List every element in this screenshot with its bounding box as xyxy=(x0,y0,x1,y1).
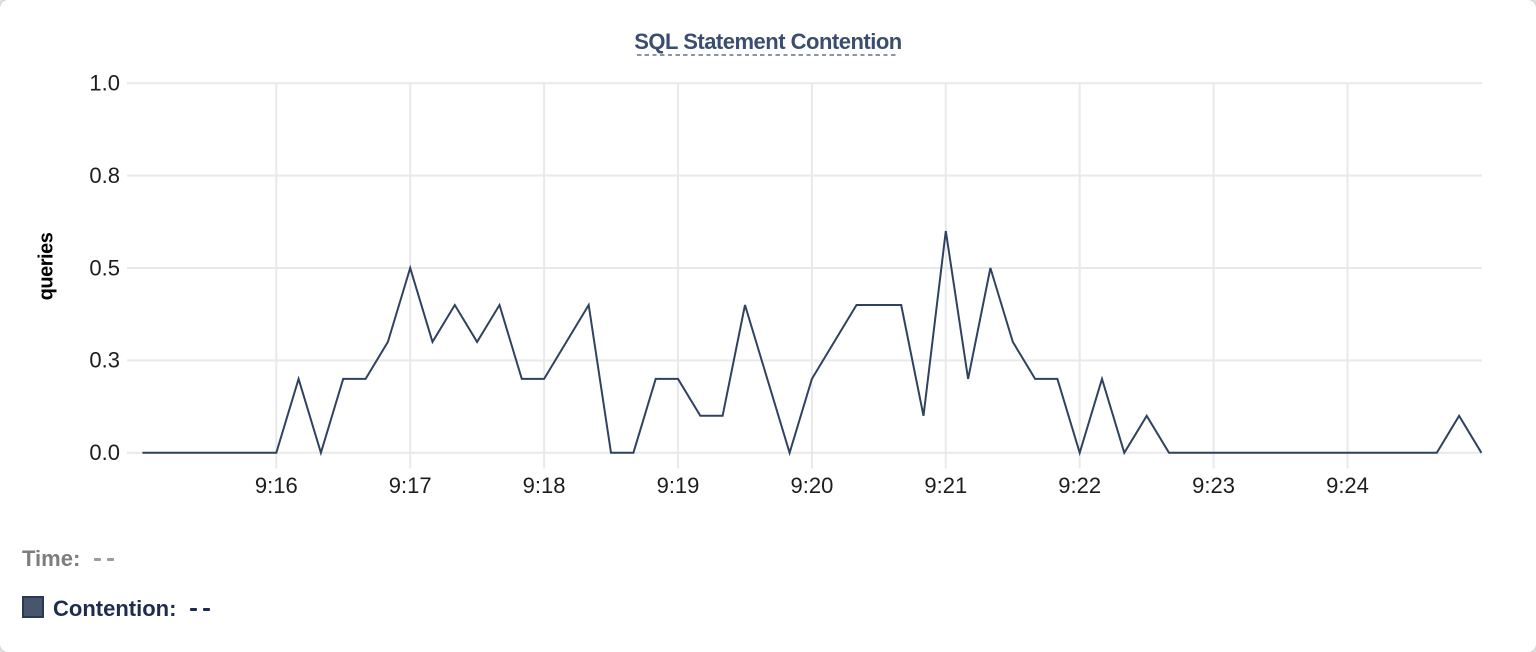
svg-text:9:17: 9:17 xyxy=(389,473,432,498)
svg-text:9:21: 9:21 xyxy=(924,473,967,498)
svg-text:9:22: 9:22 xyxy=(1058,473,1101,498)
svg-text:9:20: 9:20 xyxy=(790,473,833,498)
svg-text:1.0: 1.0 xyxy=(89,71,120,96)
svg-text:9:24: 9:24 xyxy=(1326,473,1369,498)
svg-text:9:23: 9:23 xyxy=(1192,473,1235,498)
svg-text:0.3: 0.3 xyxy=(89,348,120,373)
svg-text:queries: queries xyxy=(36,232,58,300)
svg-text:9:19: 9:19 xyxy=(657,473,700,498)
svg-text:0.8: 0.8 xyxy=(89,163,120,188)
svg-text:9:18: 9:18 xyxy=(523,473,566,498)
svg-text:0.0: 0.0 xyxy=(89,440,120,465)
svg-text:0.5: 0.5 xyxy=(89,255,120,280)
svg-text:9:16: 9:16 xyxy=(255,473,298,498)
